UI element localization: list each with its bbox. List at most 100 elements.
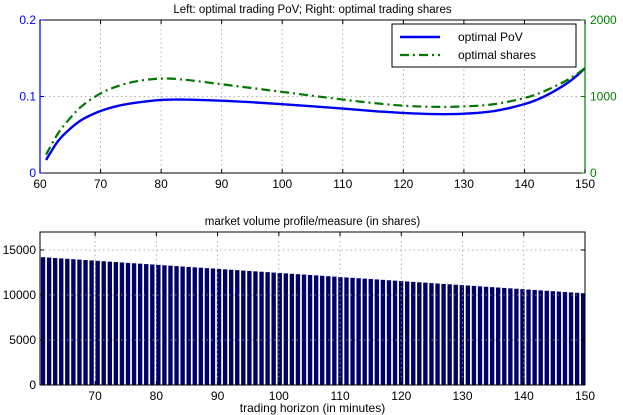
x-tick-label: 150 — [575, 389, 595, 403]
bar — [107, 261, 112, 385]
x-tick-label: 60 — [33, 177, 47, 191]
y-tick-label: 0 — [29, 378, 36, 392]
bar — [210, 268, 216, 385]
x-tick-label: 150 — [575, 177, 595, 191]
bar — [283, 273, 288, 385]
bar — [350, 277, 355, 385]
bar — [259, 271, 264, 385]
y-right-tick-label: 1000 — [590, 90, 617, 104]
bar — [332, 276, 337, 385]
y-left-tick-label: 0 — [29, 166, 36, 180]
legend-box — [391, 23, 577, 68]
bar — [301, 274, 307, 385]
x-tick-label: 70 — [94, 177, 108, 191]
bar — [271, 272, 276, 385]
bar — [562, 291, 568, 385]
y-left-tick-label: 0.2 — [19, 13, 36, 27]
bar — [447, 284, 452, 385]
y-right-tick-label: 0 — [590, 166, 597, 180]
bar — [489, 287, 495, 385]
x-tick-label: 140 — [514, 177, 534, 191]
bar — [496, 287, 501, 385]
legend-label: optimal shares — [458, 48, 536, 62]
bar — [40, 257, 46, 385]
bar — [71, 259, 76, 385]
bar — [277, 272, 282, 385]
bar — [144, 264, 149, 385]
bar — [52, 258, 58, 385]
bar — [374, 279, 380, 385]
bar — [228, 269, 234, 385]
bar — [95, 260, 100, 385]
x-tick-label: 90 — [211, 389, 225, 403]
bar — [544, 290, 549, 385]
bar — [65, 258, 70, 385]
bar — [568, 292, 574, 385]
x-tick-label: 80 — [154, 177, 168, 191]
x-tick-label: 130 — [453, 389, 473, 403]
bar — [368, 279, 373, 385]
bar — [307, 274, 313, 385]
bar — [186, 266, 191, 385]
bar — [198, 267, 204, 385]
bar — [192, 267, 197, 385]
x-tick-label: 70 — [88, 389, 102, 403]
bar — [125, 262, 131, 385]
bar — [265, 272, 270, 385]
chart-title: market volume profile/measure (in shares… — [205, 216, 421, 228]
x-tick-label: 120 — [391, 389, 411, 403]
bar — [550, 291, 556, 385]
series-line-optimal-shares — [45, 67, 586, 156]
chart-title: Left: optimal trading PoV; Right: optima… — [173, 4, 452, 16]
bar — [471, 285, 477, 385]
bar — [580, 293, 586, 385]
bar — [435, 283, 440, 385]
bar — [508, 288, 513, 385]
bar — [392, 280, 398, 385]
x-tick-label: 110 — [333, 177, 352, 191]
y-tick-label: 15000 — [3, 243, 37, 257]
bar — [502, 287, 507, 385]
bar — [398, 281, 404, 385]
bar — [483, 286, 489, 385]
bar — [320, 275, 325, 385]
x-tick-label: 110 — [330, 389, 349, 403]
plot-frame — [39, 231, 586, 386]
bar — [514, 288, 519, 385]
x-tick-label: 100 — [272, 177, 292, 191]
bar — [180, 266, 185, 385]
y-right-tick-label: 2000 — [590, 13, 617, 27]
bar — [216, 268, 222, 385]
bar — [162, 265, 167, 385]
bar — [174, 266, 179, 385]
bar — [404, 281, 410, 385]
legend-label: optimal PoV — [458, 30, 523, 44]
bar — [520, 289, 525, 385]
legend: optimal PoV optimal shares — [391, 23, 577, 68]
bar — [46, 257, 52, 385]
bar — [465, 285, 471, 385]
bar — [326, 276, 331, 385]
bar — [526, 289, 531, 385]
bar — [235, 270, 240, 385]
bar — [113, 262, 119, 385]
bar — [313, 275, 319, 385]
y-tick-label: 10000 — [3, 288, 37, 302]
bar — [362, 278, 367, 385]
bar — [417, 282, 422, 385]
x-tick-label: 120 — [393, 177, 413, 191]
y-left-tick-label: 0.1 — [19, 90, 36, 104]
bar — [89, 260, 94, 385]
bar — [204, 268, 210, 385]
bar — [453, 284, 458, 385]
x-tick-label: 100 — [269, 389, 289, 403]
bar — [241, 270, 246, 385]
x-tick-label: 80 — [150, 389, 164, 403]
x-axis-label: trading horizon (in minutes) — [240, 401, 385, 415]
bar — [101, 261, 106, 385]
bar — [137, 263, 143, 385]
x-tick-label: 140 — [514, 389, 534, 403]
x-tick-label: 130 — [454, 177, 474, 191]
bar — [295, 274, 301, 385]
